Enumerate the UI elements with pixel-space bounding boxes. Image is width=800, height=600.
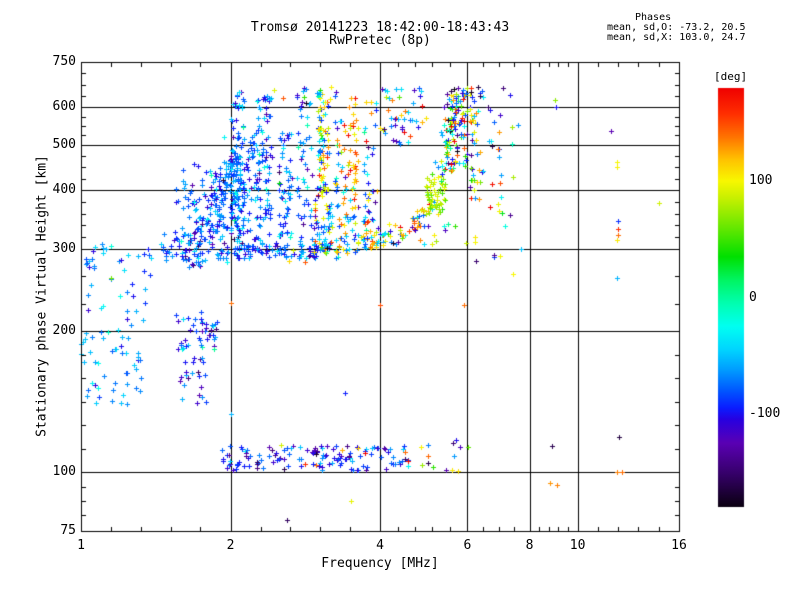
y-tick-label: 400: [52, 182, 76, 198]
x-tick-label: 2: [226, 538, 235, 553]
x-tick-label: 4: [376, 538, 384, 553]
x-tick-label: 1: [77, 538, 85, 553]
y-axis-label: Stationary phase Virtual Height [km]: [34, 155, 50, 437]
y-tick-label: 75: [60, 523, 76, 538]
y-tick-label: 750: [52, 54, 76, 69]
y-tick-label: 600: [52, 99, 76, 115]
y-tick-label: 300: [52, 240, 76, 256]
phase-stats-o-mode: mean, sd,O: -73.2, 20.5: [607, 22, 746, 33]
x-tick-label: 8: [525, 538, 534, 553]
x-tick-label: 6: [463, 538, 472, 553]
x-tick-label: 10: [569, 538, 586, 553]
colorbar-tick-label: 0: [749, 289, 757, 305]
y-tick-label: 500: [52, 136, 76, 152]
y-tick-label: 100: [52, 464, 76, 480]
phase-stats-x-mode: mean, sd,X: 103.0, 24.7: [607, 32, 746, 43]
figure-subtitle: RwPretec (8p): [329, 33, 431, 48]
colorbar-unit-label: [deg]: [714, 70, 748, 83]
phase-stats-block: Phases mean, sd,O: -73.2, 20.5 mean, sd,…: [607, 13, 745, 43]
y-tick-label: 200: [52, 323, 76, 339]
colorbar-tick-label: 100: [749, 173, 773, 189]
x-tick-label: 16: [671, 538, 687, 553]
figure-title: Tromsø 20141223 18:42:00-18:43:43: [250, 20, 510, 35]
x-axis-label: Frequency [MHz]: [321, 556, 439, 571]
colorbar-tick-label: -100: [749, 405, 781, 421]
phase-stats-title: Phases: [635, 12, 672, 23]
